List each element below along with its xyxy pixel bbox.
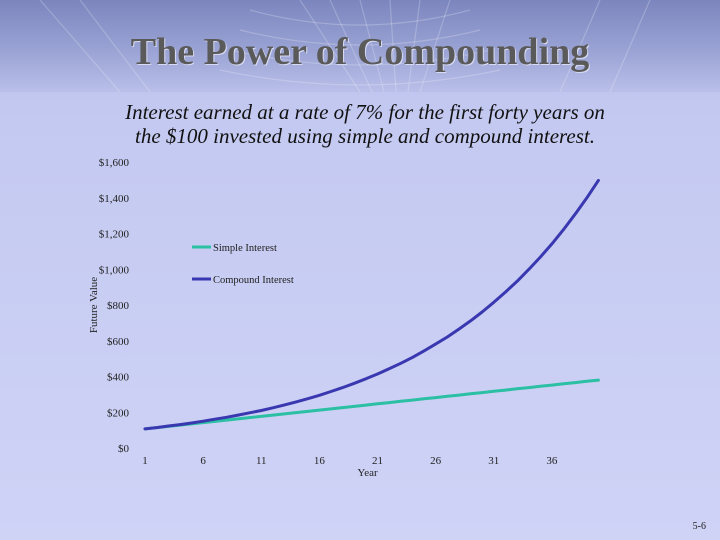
- chart-series: [143, 178, 600, 431]
- subtitle-line-1: Interest earned at a rate of 7% for the …: [125, 100, 605, 124]
- x-axis: 1 6 11 16 21 26 31 36: [142, 455, 558, 467]
- compound-interest-line: [143, 178, 600, 431]
- y-tick-label: $1,400: [99, 193, 130, 205]
- x-tick-label: 31: [488, 455, 499, 467]
- legend-label: Compound Interest: [213, 275, 294, 286]
- chart-subtitle: Interest earned at a rate of 7% for the …: [40, 100, 690, 148]
- x-tick-label: 11: [256, 455, 267, 467]
- x-axis-title: Year: [357, 467, 378, 479]
- x-tick-label: 36: [546, 455, 558, 467]
- x-tick-label: 1: [142, 455, 148, 467]
- x-tick-label: 6: [200, 455, 206, 467]
- slide-number: 5-6: [692, 521, 706, 532]
- y-tick-label: $800: [107, 300, 130, 312]
- legend-label: Simple Interest: [213, 243, 277, 254]
- y-tick-label: $600: [107, 336, 130, 348]
- header-banner: [0, 0, 720, 92]
- x-tick-label: 16: [314, 455, 326, 467]
- simple-interest-line: [143, 378, 600, 431]
- subtitle-line-2: the $100 invested using simple and compo…: [135, 124, 595, 148]
- y-tick-label: $1,000: [99, 264, 130, 276]
- x-tick-label: 26: [430, 455, 442, 467]
- chart-legend: Simple Interest Compound Interest: [192, 243, 294, 286]
- y-tick-label: $1,600: [99, 157, 130, 169]
- y-tick-label: $400: [107, 372, 130, 384]
- y-tick-label: $0: [118, 443, 130, 455]
- banner-decoration: [39, 0, 651, 92]
- y-axis-title: Future Value: [88, 277, 100, 333]
- slide-title: The Power of Compounding: [130, 31, 590, 73]
- y-axis: $0 $200 $400 $600 $800 $1,000 $1,200 $1,400 $1,6…: [99, 157, 130, 455]
- y-tick-label: $1,200: [99, 229, 130, 241]
- x-tick-label: 21: [372, 455, 383, 467]
- y-tick-label: $200: [107, 407, 130, 419]
